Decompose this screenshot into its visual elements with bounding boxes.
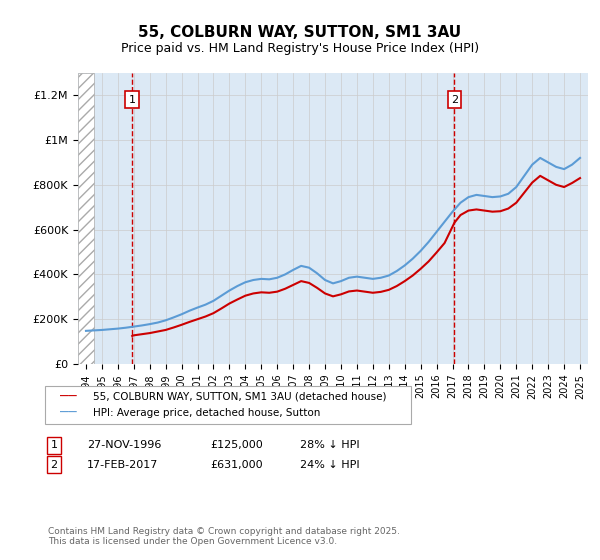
Text: £125,000: £125,000: [210, 440, 263, 450]
Text: ——: ——: [60, 390, 77, 403]
Text: Price paid vs. HM Land Registry's House Price Index (HPI): Price paid vs. HM Land Registry's House …: [121, 42, 479, 55]
Text: 2: 2: [50, 460, 58, 470]
Text: 1: 1: [128, 95, 136, 105]
Text: £631,000: £631,000: [210, 460, 263, 470]
Text: Contains HM Land Registry data © Crown copyright and database right 2025.
This d: Contains HM Land Registry data © Crown c…: [48, 526, 400, 546]
Text: 28% ↓ HPI: 28% ↓ HPI: [300, 440, 359, 450]
Text: ——: ——: [60, 388, 77, 402]
Text: HPI: Average price, detached house, Sutton: HPI: Average price, detached house, Sutt…: [93, 408, 320, 418]
Text: ——: ——: [60, 407, 77, 420]
Text: 1: 1: [50, 440, 58, 450]
Text: 2: 2: [451, 95, 458, 105]
Text: ——: ——: [60, 407, 77, 420]
Text: 55, COLBURN WAY, SUTTON, SM1 3AU (detached house): 55, COLBURN WAY, SUTTON, SM1 3AU (detach…: [93, 391, 386, 402]
Bar: [78, 73, 94, 364]
Text: 17-FEB-2017: 17-FEB-2017: [87, 460, 158, 470]
Text: HPI: Average price, detached house, Sutton: HPI: Average price, detached house, Sutt…: [93, 408, 320, 418]
Text: 55, COLBURN WAY, SUTTON, SM1 3AU (detached house): 55, COLBURN WAY, SUTTON, SM1 3AU (detach…: [93, 390, 386, 400]
Text: 24% ↓ HPI: 24% ↓ HPI: [300, 460, 359, 470]
Text: 27-NOV-1996: 27-NOV-1996: [87, 440, 161, 450]
Text: 55, COLBURN WAY, SUTTON, SM1 3AU: 55, COLBURN WAY, SUTTON, SM1 3AU: [139, 25, 461, 40]
